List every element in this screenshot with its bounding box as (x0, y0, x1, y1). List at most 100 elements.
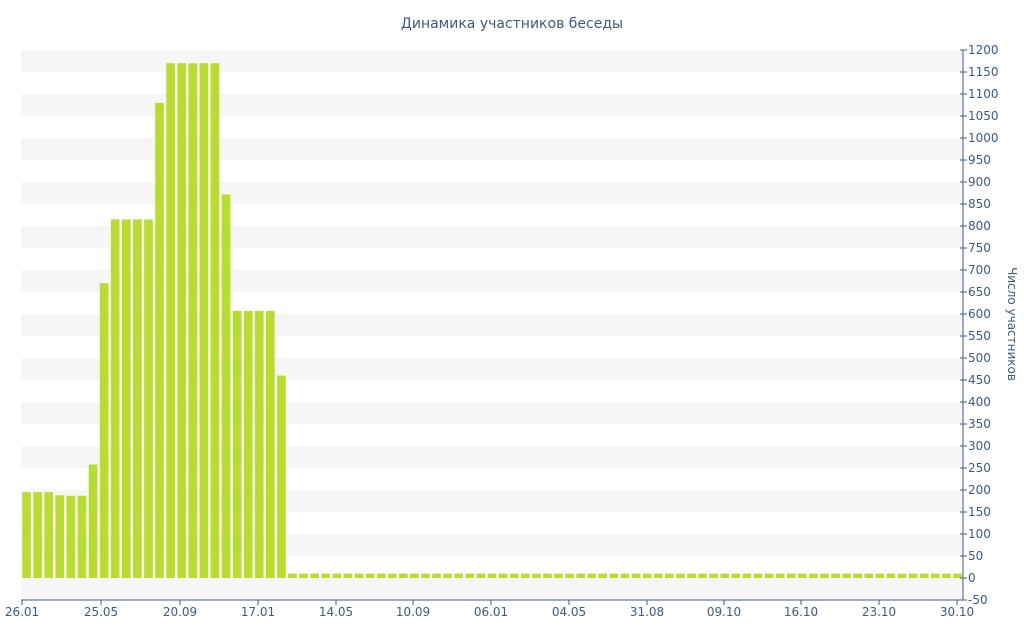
bar (875, 573, 885, 578)
bar (753, 573, 763, 578)
bar (254, 310, 264, 578)
bar (266, 310, 275, 578)
bar (365, 573, 375, 578)
y-tick-label: 200 (968, 483, 991, 497)
bar (376, 573, 386, 578)
x-tick-label: 17.01 (241, 605, 275, 619)
bar (543, 573, 552, 578)
x-tick-label: 23.10 (862, 605, 896, 619)
y-tick-label: 300 (968, 439, 991, 453)
bar (953, 573, 962, 578)
y-tick-label: 600 (968, 307, 991, 321)
x-tick-label: 20.09 (163, 605, 197, 619)
bar (232, 310, 242, 578)
bar (321, 573, 331, 578)
bar (797, 573, 807, 578)
y-tick-label: 400 (968, 395, 991, 409)
y-tick-label: 550 (968, 329, 991, 343)
bar (498, 573, 508, 578)
y-tick-label: 950 (968, 153, 991, 167)
bar (332, 573, 342, 578)
bar (565, 573, 574, 578)
y-tick-label: 350 (968, 417, 991, 431)
bar (520, 573, 530, 578)
bar (166, 63, 175, 578)
bar (786, 573, 796, 578)
x-tick-label: 10.09 (396, 605, 430, 619)
bar (443, 573, 452, 578)
bar (155, 102, 164, 579)
x-tick-label: 31.08 (630, 605, 664, 619)
bar (99, 283, 109, 578)
x-tick-label: 06.01 (474, 605, 508, 619)
bar (775, 573, 785, 578)
bar (908, 573, 918, 578)
bar (188, 63, 198, 578)
bar (587, 573, 597, 578)
bar (410, 573, 419, 578)
y-tick-label: 50 (968, 549, 983, 563)
bar (387, 573, 397, 578)
grid-band (21, 94, 963, 116)
bar (44, 492, 54, 578)
bar (421, 573, 430, 578)
bar (476, 573, 486, 578)
bar (299, 573, 308, 578)
bar (642, 573, 652, 578)
bar (664, 573, 674, 578)
x-tick-label: 30.10 (940, 605, 974, 619)
bar (930, 573, 940, 578)
bar (221, 194, 231, 578)
y-tick-label: 100 (968, 527, 991, 541)
bar (609, 573, 619, 578)
bar (343, 573, 353, 578)
bar (897, 573, 907, 578)
bar (631, 573, 641, 578)
bar (509, 573, 519, 578)
y-tick-label: 450 (968, 373, 991, 387)
bar (809, 573, 818, 578)
bar (576, 573, 585, 578)
bar (277, 375, 286, 578)
grid-band (21, 50, 963, 72)
bar (354, 573, 364, 578)
y-axis-label: Число участников (1005, 267, 1019, 381)
bar (554, 573, 563, 578)
bar (687, 573, 696, 578)
y-tick-label: 500 (968, 351, 991, 365)
bar (653, 573, 663, 578)
bar (886, 573, 896, 578)
bar (831, 573, 840, 578)
bar (288, 573, 297, 578)
grid-band (21, 138, 963, 160)
axes-group: -50 0 50 100 150 200 250 300 350 400 450 500 550 600 6… (5, 43, 999, 619)
bar (88, 464, 98, 578)
y-tick-label: 750 (968, 241, 991, 255)
bar (842, 573, 851, 578)
bar (66, 495, 76, 578)
y-tick-label: 1050 (968, 109, 999, 123)
grid-band (21, 578, 963, 600)
bars-group (22, 63, 962, 579)
bar (698, 573, 707, 578)
bar (55, 495, 65, 578)
bar (243, 310, 253, 578)
bar (432, 573, 441, 578)
bar (742, 573, 752, 578)
bar (465, 573, 475, 578)
x-tick-label: 26.01 (5, 605, 39, 619)
grid-band (21, 226, 963, 248)
x-tick-label: 09.10 (707, 605, 741, 619)
bar (110, 219, 120, 578)
y-tick-label: 850 (968, 197, 991, 211)
bar (532, 573, 541, 578)
x-tick-label: 16.10 (784, 605, 818, 619)
bar (942, 573, 951, 578)
bar (210, 63, 220, 578)
bar (399, 573, 408, 578)
y-tick-label: 1000 (968, 131, 999, 145)
bar (620, 573, 630, 578)
x-tick-label: 14.05 (319, 605, 353, 619)
